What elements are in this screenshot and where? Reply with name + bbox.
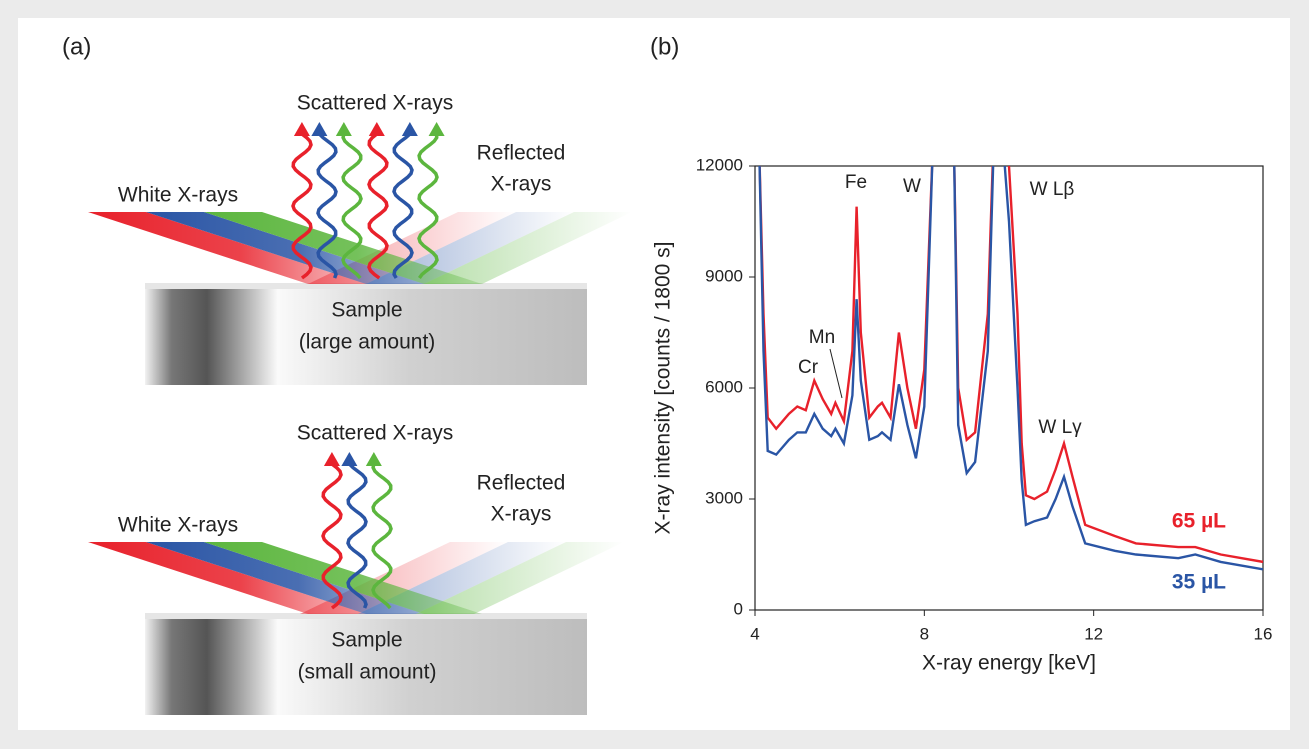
incident-beam <box>204 542 482 614</box>
scattered-wave <box>341 133 363 280</box>
sample <box>145 285 587 385</box>
plot-area <box>758 166 1263 571</box>
scattered-wave <box>367 132 389 280</box>
incident-beam <box>88 542 366 614</box>
scattered-wave <box>321 462 343 610</box>
scattered-wave <box>346 462 368 609</box>
scattered-wave <box>392 132 414 279</box>
y-axis-title: X-ray intensity [counts / 1800 s] <box>652 242 675 535</box>
leader-line <box>829 348 843 399</box>
incident-beam <box>146 542 424 614</box>
incident-beam <box>146 212 424 284</box>
x-tick-label: 16 <box>1254 624 1273 643</box>
arrow-head <box>323 452 340 466</box>
panel-label: (a) <box>62 33 91 60</box>
annotation: Cr <box>798 357 819 378</box>
sample <box>145 615 587 715</box>
x-axis-title: X-ray energy [keV] <box>922 652 1096 675</box>
label: Sample <box>331 299 402 322</box>
incident-beam <box>88 212 366 284</box>
label: White X-rays <box>118 514 238 537</box>
annotation: W <box>903 176 921 197</box>
y-tick-label: 3000 <box>705 488 743 507</box>
x-tick-label: 8 <box>920 624 929 643</box>
label: X-rays <box>491 503 552 526</box>
y-tick-label: 0 <box>734 599 743 618</box>
series-line <box>758 166 1263 564</box>
reflected-beam <box>424 212 632 284</box>
arrow-head <box>293 122 310 136</box>
annotation: Mn <box>809 327 835 348</box>
scattered-wave <box>291 132 313 280</box>
arrow-head <box>335 122 352 136</box>
label: Reflected <box>477 142 566 165</box>
x-tick-label: 4 <box>750 624 759 643</box>
label: X-rays <box>491 173 552 196</box>
series-line <box>758 166 1263 571</box>
scattered-wave <box>371 463 393 610</box>
annotation: W Lγ <box>1038 417 1082 438</box>
legend-label: 65 µL <box>1172 510 1226 533</box>
arrow-head <box>365 452 382 466</box>
arrow-head <box>368 122 385 136</box>
label: White X-rays <box>118 184 238 207</box>
label: Sample <box>331 629 402 652</box>
arrow-head <box>311 122 328 136</box>
y-tick-label: 6000 <box>705 377 743 396</box>
arrow-head <box>401 122 418 136</box>
annotation: W Lβ <box>1030 179 1075 200</box>
label: Scattered X-rays <box>297 422 453 445</box>
scattered-wave <box>417 133 439 280</box>
legend-label: 35 µL <box>1172 571 1226 594</box>
label: Scattered X-rays <box>297 92 453 115</box>
arrow-head <box>341 452 358 466</box>
y-tick-label: 12000 <box>696 155 743 174</box>
arrow-head <box>428 122 445 136</box>
incident-beam <box>204 212 482 284</box>
x-tick-label: 12 <box>1084 624 1103 643</box>
chart: 0 3000 6000 9000 12000 4 8 12 16 X-ray energy [ke… <box>652 155 1273 675</box>
panel-label: (b) <box>650 33 679 60</box>
diagram: Scattered X-rays White X-rays Reflected X-r… <box>88 92 632 715</box>
label: Reflected <box>477 472 566 495</box>
sample-top <box>145 283 587 289</box>
y-tick-label: 9000 <box>705 266 743 285</box>
scattered-wave <box>316 132 338 279</box>
label: (small amount) <box>298 661 437 684</box>
reflected-beam <box>416 542 624 614</box>
sample-top <box>145 613 587 619</box>
label: (large amount) <box>299 331 436 354</box>
annotation: Fe <box>845 172 867 193</box>
